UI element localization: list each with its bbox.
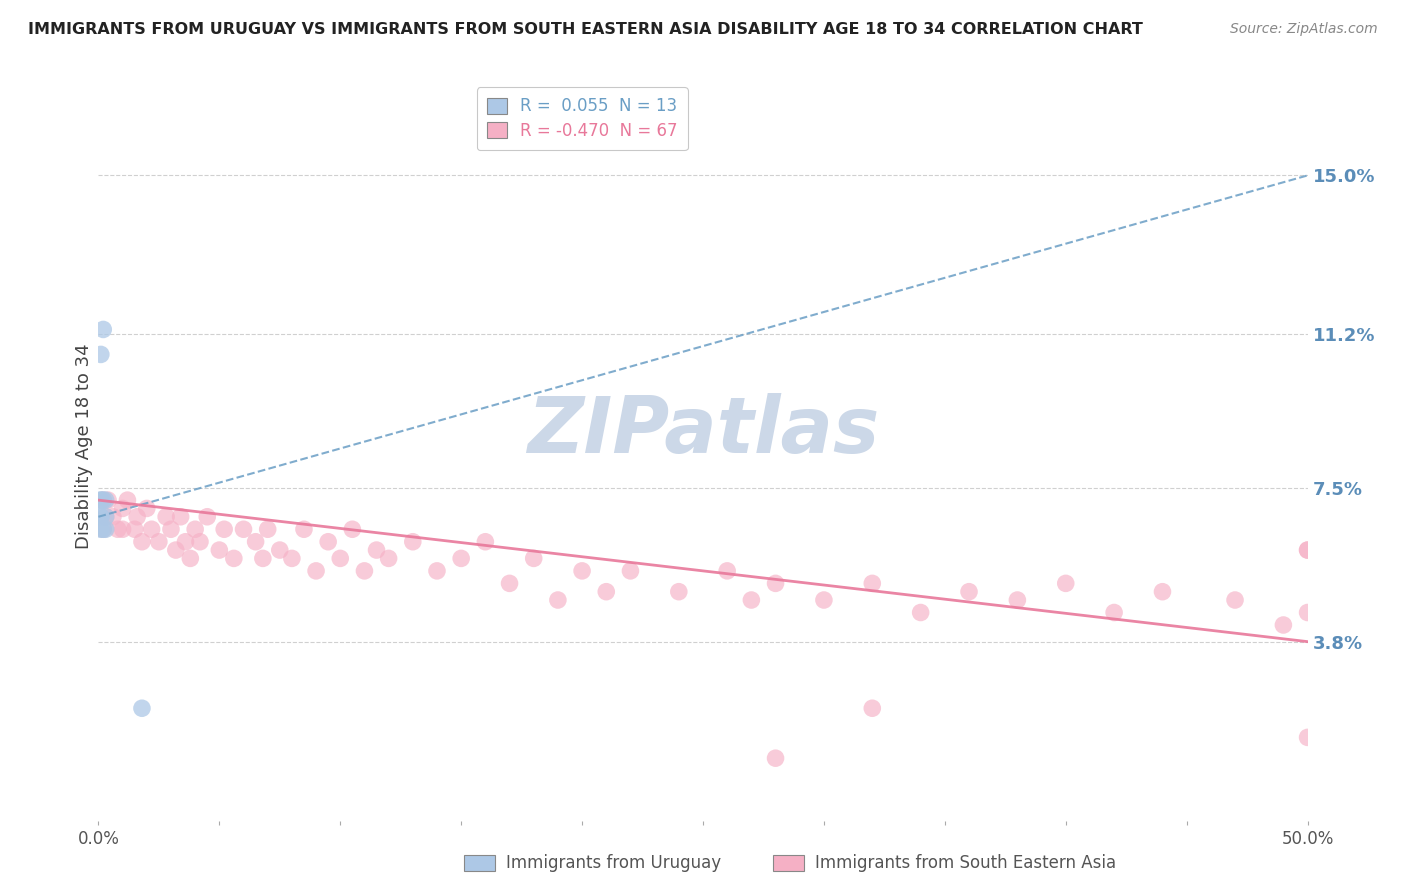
Point [281,551,304,566]
Point [160,522,183,536]
Point [910,606,932,620]
Point [91,322,114,336]
Point [426,564,449,578]
Point [1296,606,1319,620]
Point [765,751,787,765]
Point [252,551,274,566]
Point [232,522,254,536]
Point [94,493,117,508]
Point [316,534,339,549]
Point [127,509,149,524]
Point [94,509,117,524]
Point [402,534,425,549]
Point [169,509,191,524]
Point [90,493,112,508]
Point [595,584,617,599]
Point [111,522,134,536]
Point [90,509,112,524]
Point [131,701,153,715]
Point [188,534,211,549]
Text: IMMIGRANTS FROM URUGUAY VS IMMIGRANTS FROM SOUTH EASTERN ASIA DISABILITY AGE 18 : IMMIGRANTS FROM URUGUAY VS IMMIGRANTS FR… [28,22,1143,37]
Point [329,551,352,566]
Point [860,701,883,715]
Point [269,543,291,558]
Point [619,564,641,578]
Point [1296,731,1319,745]
Point [212,522,235,536]
Point [135,501,157,516]
Point [547,593,569,607]
Point [450,551,472,566]
Point [957,584,980,599]
Point [90,493,112,508]
Point [141,522,163,536]
Point [860,576,883,591]
Point [1152,584,1174,599]
Point [101,509,124,524]
Point [1223,593,1246,607]
Point [195,509,218,524]
Text: Immigrants from Uruguay: Immigrants from Uruguay [506,855,721,872]
Point [107,522,129,536]
Point [90,509,112,524]
Point [1296,543,1319,558]
Text: Source: ZipAtlas.com: Source: ZipAtlas.com [1230,22,1378,37]
Point [94,522,117,536]
Point [1007,593,1029,607]
Point [256,522,278,536]
Point [1054,576,1077,591]
Point [245,534,267,549]
Point [91,493,114,508]
Point [90,347,112,361]
Point [91,522,114,536]
Point [179,551,201,566]
Text: Immigrants from South Eastern Asia: Immigrants from South Eastern Asia [815,855,1116,872]
Point [1102,606,1125,620]
Point [155,509,177,524]
Point [111,501,134,516]
Point [342,522,364,536]
Point [94,509,117,524]
Point [1296,543,1319,558]
Point [1272,618,1295,632]
Point [716,564,738,578]
Point [148,534,170,549]
Point [97,493,120,508]
Point [740,593,762,607]
Point [292,522,315,536]
Point [353,564,375,578]
Point [208,543,231,558]
Point [90,522,112,536]
Text: ZIPatlas: ZIPatlas [527,393,879,469]
Point [498,576,520,591]
Point [523,551,546,566]
Point [174,534,197,549]
Point [184,522,207,536]
Point [668,584,690,599]
Point [366,543,388,558]
Point [765,576,787,591]
Point [91,522,114,536]
Point [117,493,139,508]
Y-axis label: Disability Age 18 to 34: Disability Age 18 to 34 [75,343,93,549]
Point [91,493,114,508]
Point [571,564,593,578]
Point [131,534,153,549]
Point [222,551,245,566]
Point [305,564,328,578]
Legend: R =  0.055  N = 13, R = -0.470  N = 67: R = 0.055 N = 13, R = -0.470 N = 67 [477,87,688,150]
Point [165,543,187,558]
Point [124,522,146,536]
Point [474,534,496,549]
Point [813,593,835,607]
Point [377,551,399,566]
